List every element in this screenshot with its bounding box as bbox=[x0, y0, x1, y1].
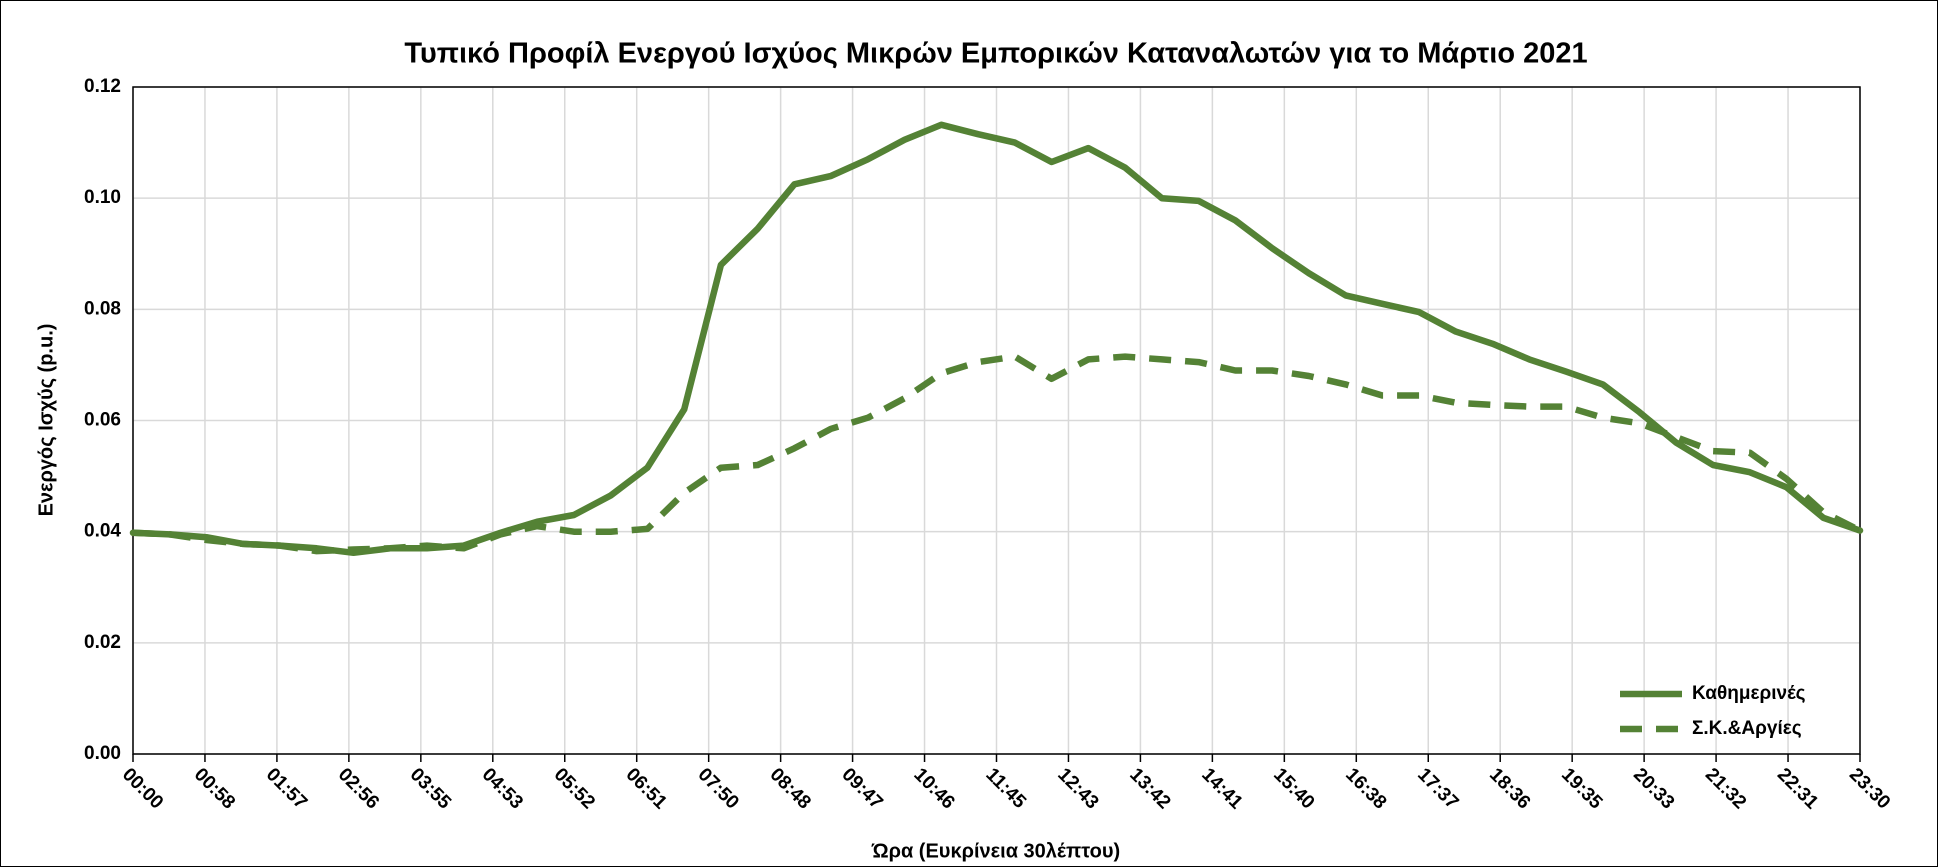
y-tick-label: 0.02 bbox=[84, 632, 121, 653]
y-tick-label: 0.00 bbox=[84, 743, 121, 764]
legend-label: Καθημερινές bbox=[1692, 683, 1806, 704]
legend-label: Σ.Κ.&Αργίες bbox=[1692, 718, 1802, 739]
y-tick-label: 0.12 bbox=[84, 76, 121, 97]
series-line bbox=[132, 353, 1862, 555]
plot-border bbox=[132, 86, 1861, 755]
chart-title: Τυπικό Προφίλ Ενεργού Ισχύος Μικρών Εμπο… bbox=[404, 38, 1587, 70]
y-tick-label: 0.04 bbox=[84, 521, 121, 542]
y-tick-label: 0.10 bbox=[84, 187, 121, 208]
y-tick-label: 0.06 bbox=[84, 410, 121, 431]
y-tick-label: 0.08 bbox=[84, 298, 121, 319]
y-axis-label: Ενεργός Ισχύς (p.u.) bbox=[35, 324, 57, 517]
x-axis-label: Ώρα (Ευκρίνεια 30λέπτου) bbox=[871, 840, 1120, 862]
